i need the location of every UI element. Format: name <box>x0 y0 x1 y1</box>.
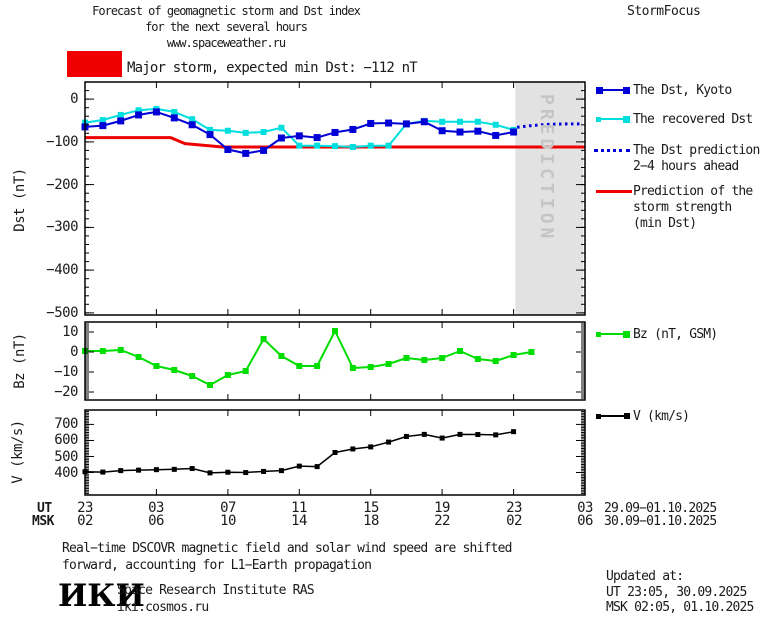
bz-axis-title: Bz (nT) <box>12 333 28 389</box>
v-ytick-label: 400 <box>54 465 78 481</box>
dst-ytick-label: −500 <box>46 305 78 321</box>
legend-label-v: V (km/s) <box>633 409 690 424</box>
page-title-line2: for the next several hours <box>145 20 308 34</box>
dst-axis-title: Dst (nT) <box>12 168 28 232</box>
legend-label-dst-prediction: The Dst prediction 2−4 hours ahead <box>633 143 760 175</box>
dst-ytick-label: −400 <box>46 262 78 278</box>
msk-date-range: 30.09−01.10.2025 <box>604 514 717 529</box>
iki-logo: ИКИ <box>58 578 145 614</box>
updated-ut: UT 23:05, 30.09.2025 <box>606 584 747 600</box>
ut-hour-label: 11 <box>291 500 307 516</box>
legend-label-storm-strength-line2: storm strength <box>633 200 732 215</box>
bz-ytick-label: −20 <box>54 384 78 400</box>
ut-row-label: UT <box>37 501 52 516</box>
bz-ytick-label: 0 <box>70 344 78 360</box>
legend-swatch-storm-strength <box>596 190 632 193</box>
msk-hour-label: 02 <box>506 513 522 529</box>
ut-date-range: 29.09−01.10.2025 <box>604 501 717 516</box>
v-ytick-label: 500 <box>54 449 78 465</box>
square-marker-icon <box>623 115 630 123</box>
msk-row-label: MSK <box>32 514 54 529</box>
footer-note-line2: forward, accounting for L1−Earth propaga… <box>62 558 372 573</box>
ut-hour-label: 19 <box>434 500 450 516</box>
square-marker-icon <box>596 331 601 337</box>
page-title: Forecast of geomagnetic storm and Dst in… <box>26 3 426 51</box>
footer-note: Real−time DSCOVR magnetic field and sola… <box>62 540 513 574</box>
msk-hour-label: 06 <box>577 513 593 529</box>
legend-label-storm-strength-line1: Prediction of the <box>633 184 753 199</box>
msk-hour-label: 18 <box>363 513 379 529</box>
dst-ytick-label: 0 <box>70 91 78 107</box>
brand-stormfocus: StormFocus <box>627 4 701 19</box>
square-marker-icon <box>623 330 630 338</box>
legend-label-dst-prediction-line1: The Dst prediction <box>633 143 760 158</box>
ut-hour-label: 03 <box>148 500 164 516</box>
institute-name: Space Research Institute RAS <box>117 583 315 598</box>
square-marker-icon <box>596 86 603 94</box>
legend-label-dst-prediction-line2: 2−4 hours ahead <box>633 159 739 174</box>
legend-swatch-dst-prediction <box>594 149 630 152</box>
line-icon <box>601 118 623 120</box>
ut-hour-label: 07 <box>220 500 236 516</box>
legend-label-storm-strength: Prediction of the storm strength (min Ds… <box>633 184 753 232</box>
institute-site: iki.cosmos.ru <box>117 600 209 615</box>
legend-label-bz: Bz (nT, GSM) <box>633 327 718 342</box>
v-ytick-label: 600 <box>54 432 78 448</box>
dst-ytick-label: −300 <box>46 219 78 235</box>
line-icon <box>601 415 624 417</box>
ut-hour-label: 03 <box>577 500 593 516</box>
storm-alert-label: Major storm, expected min Dst: −112 nT <box>127 60 418 76</box>
msk-hour-label: 14 <box>291 513 307 529</box>
page-title-line1: Forecast of geomagnetic storm and Dst in… <box>92 4 361 18</box>
legend-label-dst-kyoto: The Dst, Kyoto <box>633 83 732 98</box>
prediction-watermark: PREDICTION <box>536 94 557 243</box>
legend-swatch-v <box>596 412 630 420</box>
legend-label-recovered-dst: The recovered Dst <box>633 112 753 127</box>
storm-level-swatch <box>67 51 122 77</box>
bz-ytick-label: 10 <box>62 324 78 340</box>
bz-ytick-label: −10 <box>54 364 78 380</box>
line-icon <box>603 89 623 91</box>
updated-title: Updated at: <box>606 569 684 584</box>
dst-ytick-label: −200 <box>46 177 78 193</box>
msk-hour-label: 02 <box>77 513 93 529</box>
ut-hour-label: 15 <box>363 500 379 516</box>
square-marker-icon <box>596 413 601 419</box>
square-marker-icon <box>623 86 630 94</box>
msk-hour-label: 06 <box>148 513 164 529</box>
footer-note-line1: Real−time DSCOVR magnetic field and sola… <box>62 541 513 556</box>
legend-label-storm-strength-line3: (min Dst) <box>633 216 697 231</box>
line-icon <box>601 333 623 335</box>
legend-swatch-recovered-dst <box>596 115 630 123</box>
updated-msk: MSK 02:05, 01.10.2025 <box>606 600 754 615</box>
ut-hour-label: 23 <box>506 500 522 516</box>
dst-ytick-label: −100 <box>46 134 78 150</box>
ut-hour-label: 23 <box>77 500 93 516</box>
square-marker-icon <box>624 413 630 419</box>
v-ytick-label: 700 <box>54 416 78 432</box>
updated-block: Updated at: UT 23:05, 30.09.2025 MSK 02:… <box>606 569 754 616</box>
square-marker-icon <box>596 116 601 122</box>
v-axis-title: V (km/s) <box>10 420 26 484</box>
site-url: www.spaceweather.ru <box>166 36 286 50</box>
msk-hour-label: 10 <box>220 513 236 529</box>
legend-swatch-dst-kyoto <box>596 86 630 94</box>
msk-hour-label: 22 <box>434 513 450 529</box>
legend-swatch-bz <box>596 330 630 338</box>
